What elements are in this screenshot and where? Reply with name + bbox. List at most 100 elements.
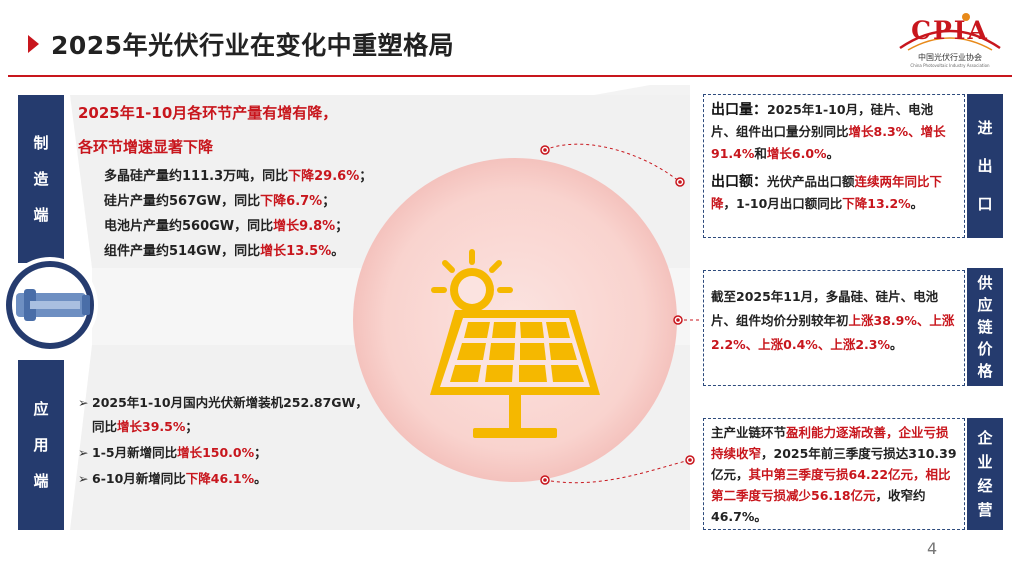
application-item: ➢ 1-5月新增同比增长150.0%；: [78, 442, 267, 461]
logo-arc-icon: [899, 13, 1001, 51]
supply-chain-box: 截至2025年11月，多晶硅、硅片、电池片、组件均价分别较年初上涨38.9%、上…: [703, 270, 965, 386]
label-char: 应: [33, 400, 49, 418]
label-char: 应: [977, 296, 993, 314]
label-char: 链: [977, 318, 993, 336]
page-number: 4: [927, 539, 938, 558]
label-char: 供: [977, 274, 993, 292]
label-char: 营: [977, 501, 993, 519]
arrow-bullet-icon: ➢: [78, 395, 89, 410]
manufacturing-item: 电池片产量约560GW，同比增长9.8%；: [104, 215, 348, 234]
item-highlight: 下降29.6%: [288, 169, 360, 184]
text: 光伏产品出口额: [767, 174, 855, 189]
highlight: 盈利能力逐渐改善，企业亏损持续收窄: [711, 425, 949, 461]
solar-panel-sun-icon: [430, 249, 600, 438]
item-highlight: 增长9.8%: [273, 219, 336, 234]
item-text: 1-5月新增同比: [92, 445, 178, 460]
title-arrow-icon: [28, 35, 39, 53]
label-business: 企 业 经 营: [967, 418, 1003, 530]
application-item-cont: 同比增长39.5%；: [92, 416, 198, 435]
export-value-text: 出口额：光伏产品出口额连续两年同比下降，1-10月出口额同比下降13.2%。: [711, 171, 957, 215]
item-text: 组件产量约514GW，同比: [104, 244, 261, 259]
label-char: 业: [977, 453, 993, 471]
item-end: ；: [359, 169, 373, 184]
highlight: 上涨38.9%、上涨2.2%、上涨0.4%、上涨2.3%: [711, 313, 955, 352]
item-end: 。: [331, 244, 345, 259]
manufacturing-item: 硅片产量约567GW，同比下降6.7%；: [104, 190, 335, 209]
label-char: 造: [33, 170, 49, 188]
manufacturing-heading-2: 各环节增速显著下降: [78, 138, 214, 156]
label-char: 格: [977, 362, 993, 380]
label-char: 用: [33, 436, 49, 454]
item-text: 2025年1-10月国内光伏新增装机252.87GW，: [92, 395, 368, 410]
item-end: ；: [322, 194, 336, 209]
item-highlight: 增长13.5%: [260, 244, 332, 259]
logo-wordmark: CPIA: [911, 16, 989, 45]
label-char: 端: [33, 206, 49, 224]
label-application: 应 用 端: [18, 360, 64, 530]
business-text: 主产业链环节盈利能力逐渐改善，企业亏损持续收窄，2025年前三季度亏损达310.…: [711, 422, 957, 527]
connector-dots: [540, 145, 695, 485]
item-text: 同比: [92, 419, 118, 434]
label-char: 制: [33, 134, 49, 152]
label-import-export: 进 出 口: [967, 94, 1003, 238]
text: 主产业链环节: [711, 425, 787, 440]
label-char: 价: [977, 340, 993, 358]
item-highlight: 增长39.5%: [117, 419, 186, 434]
item-highlight: 下降6.7%: [260, 194, 323, 209]
manufacturing-item: 组件产量约514GW，同比增长13.5%。: [104, 240, 344, 259]
application-item: ➢ 2025年1-10月国内光伏新增装机252.87GW，: [78, 392, 368, 411]
arrow-bullet-icon: ➢: [78, 471, 89, 486]
item-text: 硅片产量约567GW，同比: [104, 194, 261, 209]
label-char: 进: [977, 119, 993, 137]
text: 。: [890, 337, 903, 352]
telescope-lens-icon: [2, 257, 98, 353]
logo-cn-name: 中国光伏行业协会: [918, 53, 982, 62]
export-value-label: 出口额：: [711, 174, 767, 190]
highlight: 下降13.2%: [842, 196, 911, 211]
text: 截至2025年11月，多晶硅、硅片、电池片、组件均价分别较年初: [711, 289, 939, 328]
label-char: 经: [977, 477, 993, 495]
text: 2025年1-10月，硅片、电池片、组件出口量分别同比: [711, 102, 934, 139]
arrow-bullet-icon: ➢: [78, 445, 89, 460]
title-underline: [8, 75, 1012, 77]
item-end: 。: [254, 471, 267, 486]
label-char: 企: [977, 429, 993, 447]
manufacturing-item: 多晶硅产量约111.3万吨，同比下降29.6%；: [104, 165, 372, 184]
item-highlight: 下降46.1%: [185, 471, 255, 486]
export-volume-text: 出口量：2025年1-10月，硅片、电池片、组件出口量分别同比增长8.3%、增长…: [711, 99, 957, 165]
export-volume-label: 出口量：: [711, 102, 767, 118]
item-highlight: 增长150.0%: [177, 445, 255, 460]
text: 。: [910, 196, 924, 211]
logo-en-name: China Photovoltaic Industry Association: [910, 63, 990, 68]
item-end: ；: [335, 219, 349, 234]
highlight: 增长8.3%、增长91.4%: [711, 124, 946, 161]
item-end: ；: [254, 445, 267, 460]
import-export-box: 出口量：2025年1-10月，硅片、电池片、组件出口量分别同比增长8.3%、增长…: [703, 94, 965, 238]
text: 。: [826, 146, 840, 161]
highlight: 连续两年同比下降: [711, 174, 943, 211]
label-char: 口: [977, 195, 993, 213]
item-text: 多晶硅产量约111.3万吨，同比: [104, 169, 289, 184]
item-text: 6-10月新增同比: [92, 471, 186, 486]
highlight: 增长6.0%: [766, 146, 827, 161]
item-end: ；: [185, 419, 198, 434]
page-title: 2025年光伏行业在变化中重塑格局: [51, 31, 455, 60]
text: ，1-10月出口额同比: [723, 196, 843, 211]
application-item: ➢ 6-10月新增同比下降46.1%。: [78, 468, 267, 487]
highlight: 其中第三季度亏损64.22亿元，相比第二季度亏损减少56.18亿元: [711, 467, 951, 503]
label-manufacturing: 制 造 端: [18, 95, 64, 263]
label-char: 出: [977, 157, 993, 175]
text: ，2025年前三季度亏损达310.39亿元，: [711, 446, 957, 482]
manufacturing-heading-1: 2025年1-10月各环节产量有增有降，: [78, 104, 338, 122]
text: ，收窄约46.7%。: [711, 488, 926, 524]
cpia-logo: CPIA 中国光伏行业协会 China Photovoltaic Industr…: [888, 6, 1012, 70]
business-box: 主产业链环节盈利能力逐渐改善，企业亏损持续收窄，2025年前三季度亏损达310.…: [703, 418, 965, 530]
supply-chain-text: 截至2025年11月，多晶硅、硅片、电池片、组件均价分别较年初上涨38.9%、上…: [711, 285, 957, 357]
item-text: 电池片产量约560GW，同比: [104, 219, 274, 234]
label-char: 端: [33, 472, 49, 490]
label-supply-chain: 供 应 链 价 格: [967, 268, 1003, 386]
text: 和: [754, 146, 767, 161]
title-bar: 2025年光伏行业在变化中重塑格局: [28, 22, 454, 66]
